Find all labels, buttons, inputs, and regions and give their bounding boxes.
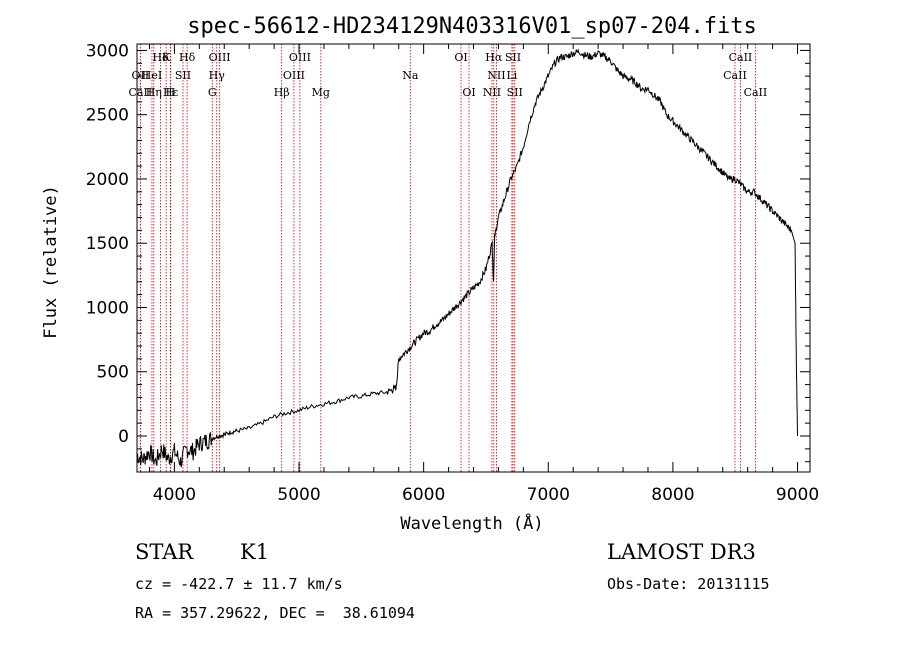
observation-date: Obs-Date: 20131115 — [607, 575, 770, 593]
y-axis-ticks: 0 500 1000 1500 2000 2500 3000 — [86, 41, 810, 463]
x-tick-label: 5000 — [277, 485, 320, 505]
spectral-line-label: Hη — [146, 86, 162, 99]
flux-series-line — [136, 48, 798, 468]
spectral-line-label: CaII — [729, 51, 753, 64]
spectral-line-label: CaII — [723, 69, 747, 82]
x-tick-label: 8000 — [651, 485, 694, 505]
spectral-line-label: SII — [507, 86, 523, 99]
spectral-line-label: NII — [487, 69, 505, 82]
y-tick-label: 2000 — [86, 170, 129, 190]
y-tick-label: 2500 — [86, 106, 129, 126]
spectral-line-label: SII — [175, 69, 191, 82]
y-tick-label: 1500 — [86, 234, 129, 254]
y-tick-label: 3000 — [86, 41, 129, 61]
object-class: STAR — [135, 540, 194, 564]
x-tick-label: 6000 — [402, 485, 445, 505]
object-subclass: K1 — [240, 540, 270, 564]
spectral-line-label: Hγ — [209, 69, 226, 82]
spectral-line-label: OIII — [289, 51, 311, 64]
x-tick-label: 4000 — [153, 485, 196, 505]
chart-title: spec-56612-HD234129N403316V01_sp07-204.f… — [187, 14, 757, 39]
spectral-line-label: OI — [454, 51, 467, 64]
y-tick-label: 1000 — [86, 298, 129, 318]
survey-name: LAMOST DR3 — [607, 540, 756, 564]
spectral-line-label: Na — [402, 69, 419, 82]
spectral-line-label: Hβ — [274, 86, 290, 99]
spectral-line-label: OIII — [283, 69, 305, 82]
spectral-line-label: NII — [483, 86, 501, 99]
spectral-line-label: K — [162, 51, 171, 64]
spectral-line-label: OI — [462, 86, 475, 99]
spectral-line-label: Hδ — [152, 51, 169, 64]
spectral-line-label: Hε — [163, 86, 179, 99]
plot-frame — [136, 43, 811, 473]
y-axis-label: Flux (relative) — [41, 185, 61, 339]
spectral-line-label: CaII — [744, 86, 768, 99]
redshift-cz: cz = -422.7 ± 11.7 km/s — [135, 575, 343, 593]
x-axis-label: Wavelength (Å) — [400, 512, 543, 534]
spectral-line-label: Mg — [312, 86, 330, 99]
y-tick-label: 500 — [97, 363, 129, 383]
spectral-line-label: Hδ — [179, 51, 196, 64]
spectral-line-label: H — [166, 86, 176, 99]
ra-dec-coordinates: RA = 357.29622, DEC = 38.61094 — [135, 604, 415, 622]
x-tick-label: 9000 — [776, 485, 819, 505]
x-axis-ticks: 4000 5000 6000 7000 8000 9000 — [148, 44, 819, 505]
spectral-line-label: OIII — [209, 51, 231, 64]
spectral-line-label: HeI — [142, 69, 162, 82]
spectral-line-label: OII — [132, 69, 150, 82]
spectral-line-label: Hα — [485, 51, 503, 64]
x-tick-label: 7000 — [527, 485, 570, 505]
spectral-line-label: Li — [506, 69, 517, 82]
spectral-line-label: SII — [505, 51, 521, 64]
spectral-line-label: CaII — [129, 86, 153, 99]
y-tick-label: 0 — [118, 427, 129, 447]
spectral-line-label: G — [208, 86, 217, 99]
